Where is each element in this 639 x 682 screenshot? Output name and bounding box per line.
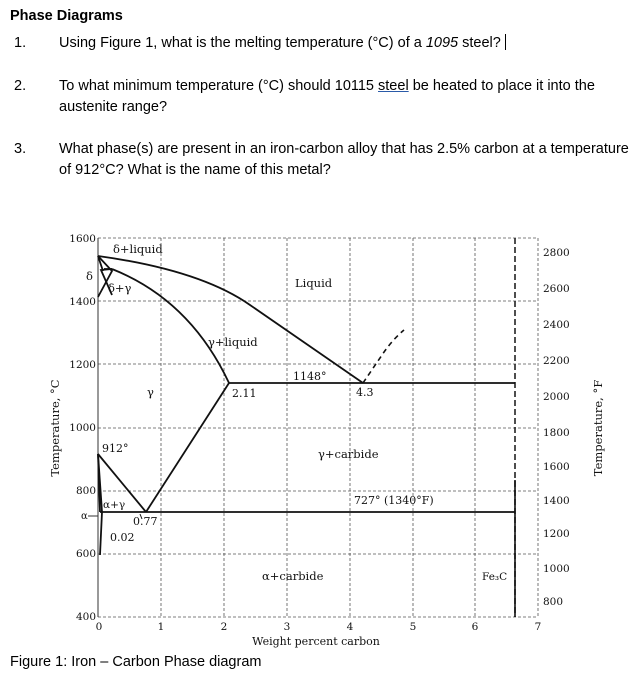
y-tick-c: 400 (76, 611, 96, 623)
x-tick: 6 (472, 621, 479, 633)
region-label: δ (86, 269, 93, 283)
phase-diagram-figure: 1600 1400 1200 1000 800 600 400 2800 260… (0, 225, 639, 655)
y-tick-f: 1600 (543, 461, 570, 473)
y-tick-f: 2000 (543, 391, 570, 403)
text-cursor (504, 34, 506, 50)
region-label: α+γ (103, 499, 125, 511)
figure-caption: Figure 1: Iron – Carbon Phase diagram (10, 654, 262, 670)
x-tick: 5 (410, 621, 417, 633)
y-tick-c: 1000 (69, 422, 96, 434)
point-label: 0.77 (133, 515, 158, 528)
y-tick-c: 800 (76, 485, 96, 497)
region-label: δ+liquid (113, 242, 163, 256)
y-tick-c: 600 (76, 548, 96, 560)
question-number: 3. (14, 141, 27, 157)
y-axis-label-f: Temperature, °F (591, 380, 605, 476)
question-text[interactable]: What phase(s) are present in an iron-car… (59, 141, 629, 178)
region-label: Fe₃C (482, 571, 507, 583)
x-tick: 7 (535, 621, 542, 633)
region-label: γ+liquid (208, 335, 258, 349)
point-label: 4.3 (356, 386, 374, 399)
y-tick-f: 2800 (543, 247, 570, 259)
spellcheck-underlined-word: steel (378, 78, 409, 94)
x-tick: 2 (221, 621, 228, 633)
y-tick-f: 1000 (543, 563, 570, 575)
y-tick-f: 2600 (543, 283, 570, 295)
x-tick: 3 (284, 621, 291, 633)
region-label: Liquid (295, 276, 333, 290)
question-text[interactable]: Using Figure 1, what is the melting temp… (59, 33, 629, 54)
region-label: α+carbide (262, 569, 324, 583)
question-text[interactable]: To what minimum temperature (°C) should … (59, 78, 595, 115)
region-label: γ (147, 385, 154, 399)
point-label: 0.02 (110, 531, 135, 544)
point-label: 912° (102, 442, 129, 455)
region-label: α (81, 511, 88, 522)
point-label: 2.11 (232, 387, 257, 400)
y-tick-f: 2400 (543, 319, 570, 331)
point-label: 727° (1340°F) (354, 494, 434, 507)
y-tick-c: 1400 (69, 296, 96, 308)
y-tick-c: 1600 (69, 233, 96, 245)
region-label: δ+γ (108, 281, 132, 295)
question-number: 2. (14, 78, 27, 94)
x-tick: 4 (347, 621, 354, 633)
y-tick-f: 1400 (543, 495, 570, 507)
x-tick: 1 (158, 621, 165, 633)
question-number: 1. (14, 35, 27, 51)
y-tick-c: 1200 (69, 359, 96, 371)
x-tick: 0 (96, 621, 103, 633)
y-tick-f: 1800 (543, 427, 570, 439)
y-tick-f: 1200 (543, 528, 570, 540)
x-axis-label: Weight percent carbon (252, 635, 380, 648)
y-axis-label-c: Temperature, °C (48, 379, 62, 476)
section-heading: Phase Diagrams (10, 8, 123, 24)
y-tick-f: 2200 (543, 355, 570, 367)
point-label: 1148° (293, 370, 327, 383)
y-tick-f: 800 (543, 596, 563, 608)
region-label: γ+carbide (318, 447, 379, 461)
